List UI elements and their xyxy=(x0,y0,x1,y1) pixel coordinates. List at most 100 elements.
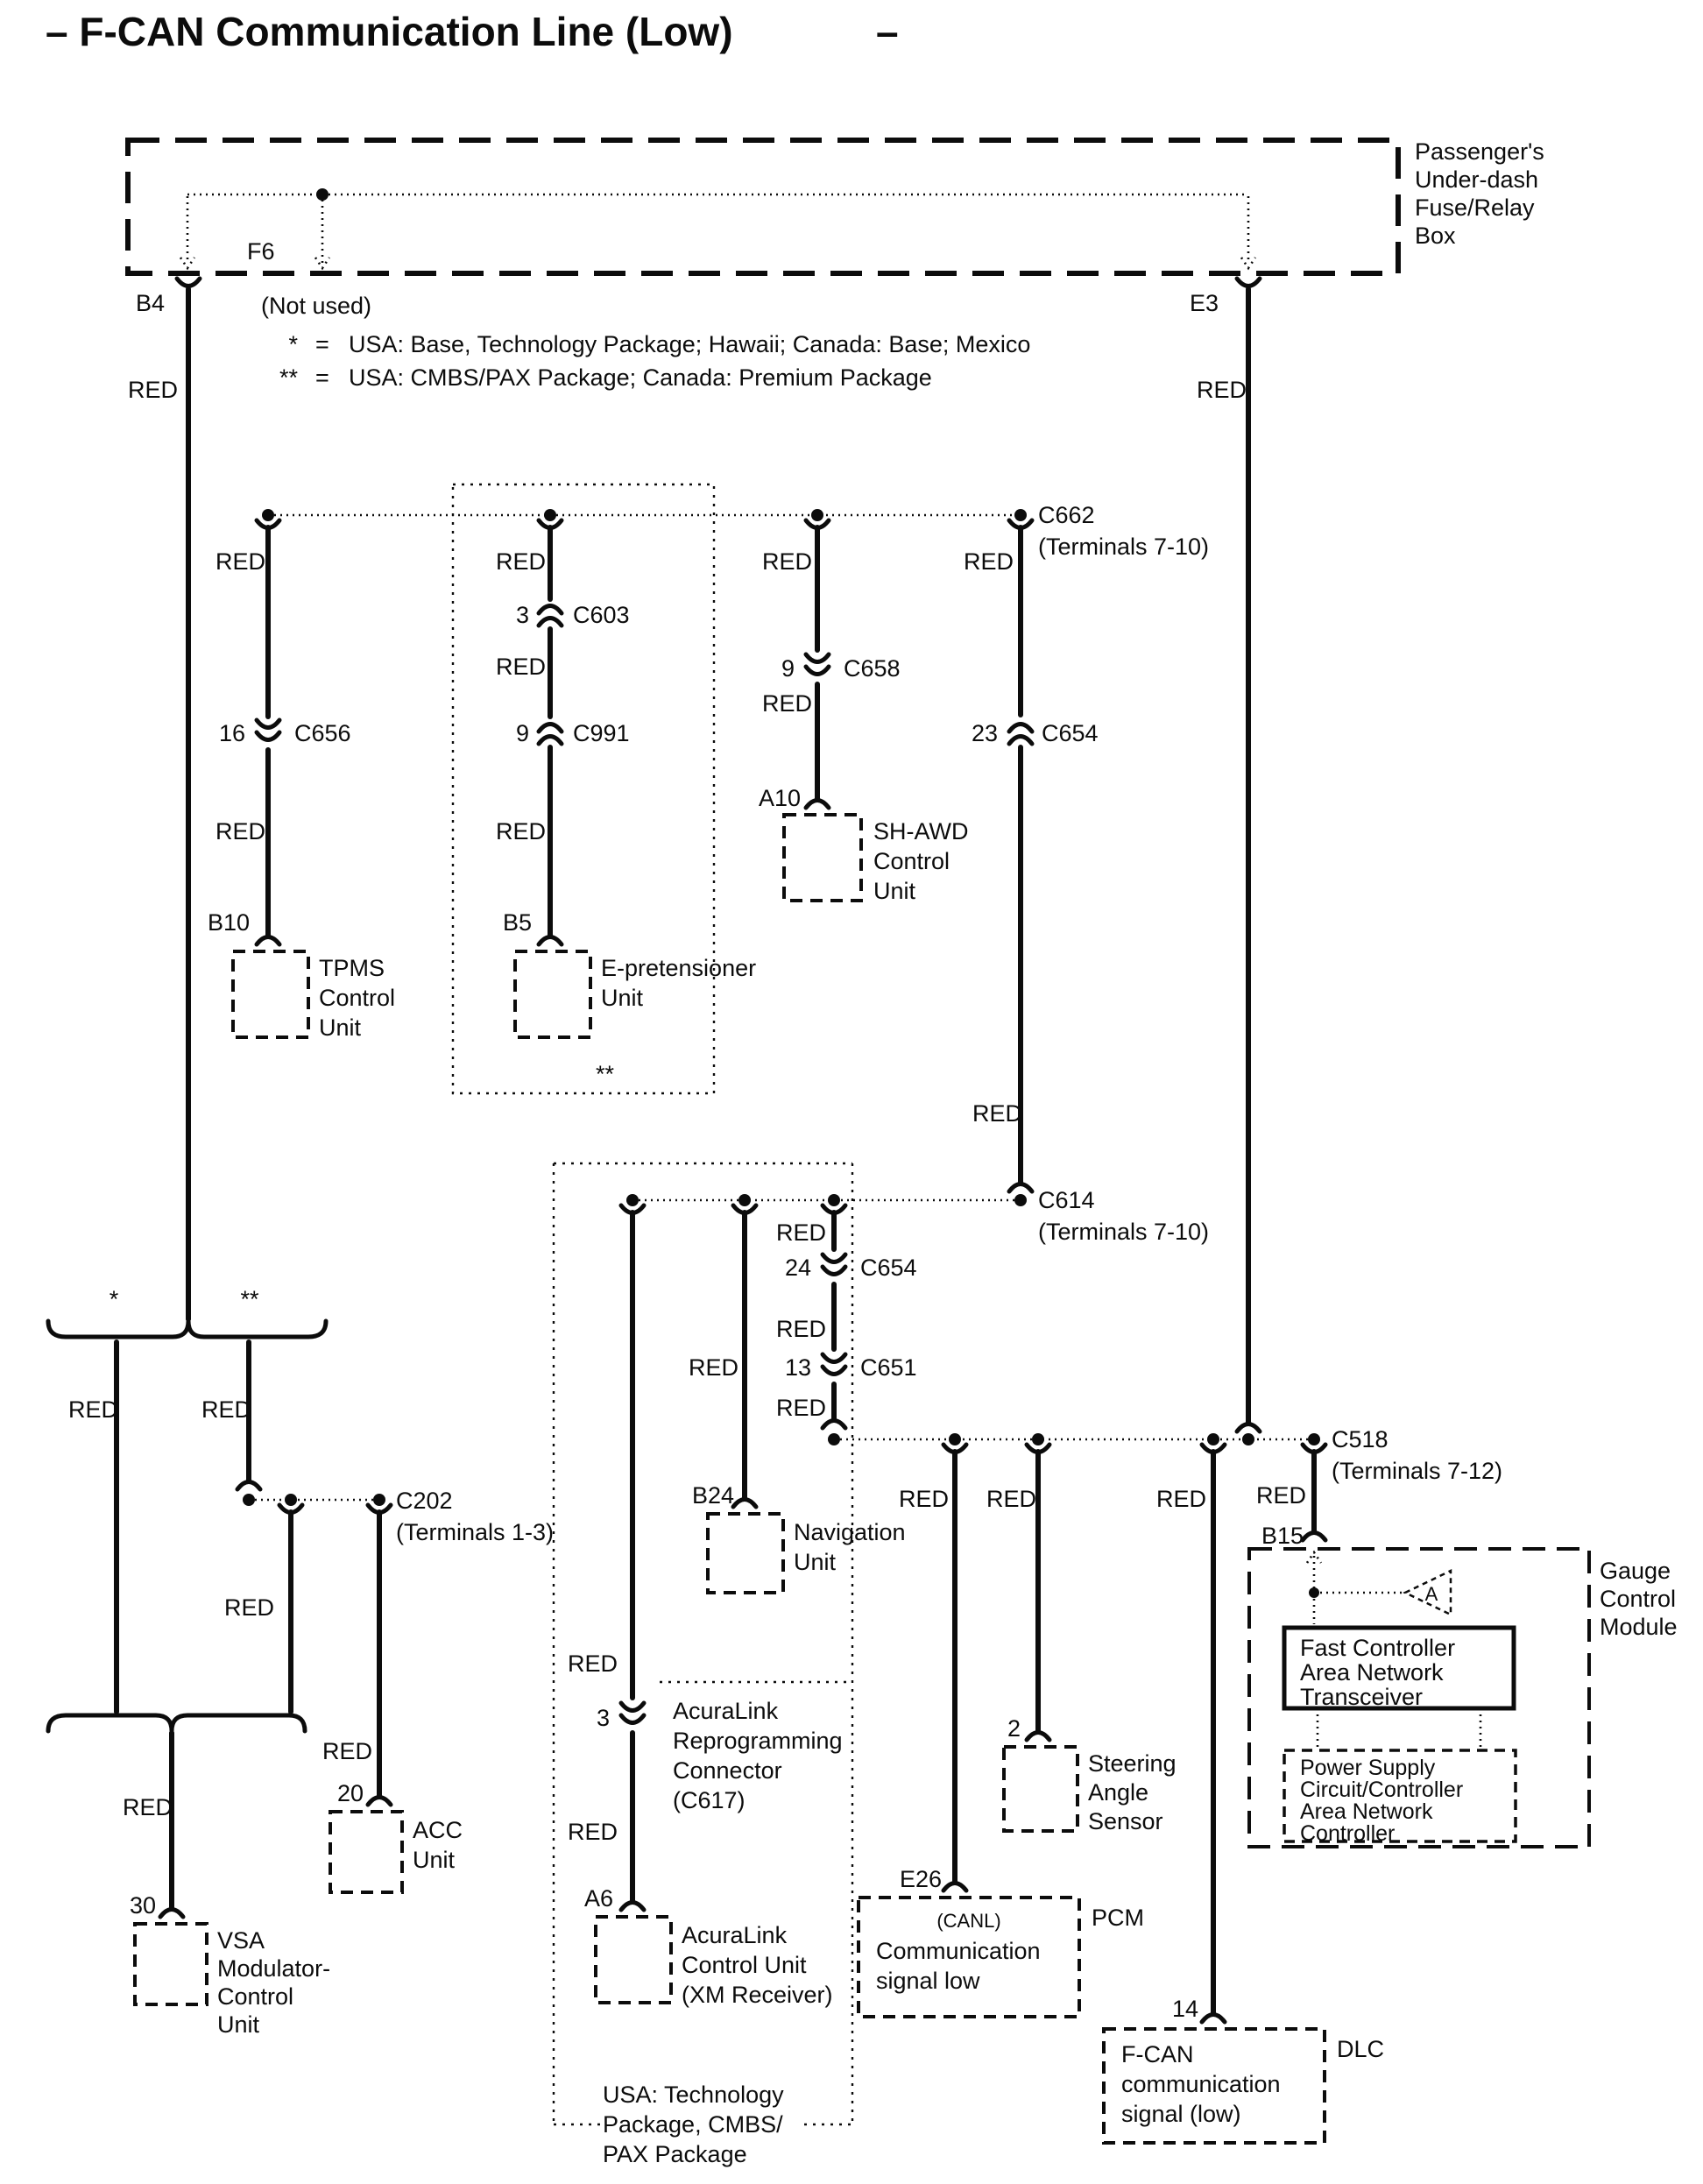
connector-cup-icon xyxy=(1237,279,1260,286)
option-notes: * = USA: Base, Technology Package; Hawai… xyxy=(279,331,1030,391)
pin-number: B24 xyxy=(692,1482,734,1509)
page-title-dash: – xyxy=(876,9,899,54)
wire-color: RED xyxy=(496,548,546,575)
wire-color: RED xyxy=(322,1738,372,1764)
brace-bottom xyxy=(46,1713,307,1734)
branch-pcm: RED E26 (CANL) Communication signal low … xyxy=(857,1449,1144,2018)
connector-cup-icon xyxy=(621,1903,644,1911)
caption-line: Passenger's xyxy=(1415,138,1544,165)
branch-steering-angle-sensor: RED 2 Steering Angle Sensor xyxy=(986,1449,1177,1834)
junction-dot xyxy=(626,1194,639,1206)
unit-label-line: Steering xyxy=(1088,1750,1177,1777)
transceiver-label-line: Area Network xyxy=(1300,1659,1444,1686)
star-mark: * xyxy=(288,331,298,357)
inline-connector-icon xyxy=(539,724,562,745)
connector-name: C654 xyxy=(860,1255,917,1281)
pin-number: 14 xyxy=(1172,1996,1198,2022)
fuse-relay-box: F6 B4 (Not used) E3 Passenger's Under-da… xyxy=(125,138,1544,319)
connector-cup-icon xyxy=(943,1884,966,1891)
branch-shawd: RED 9 C658 RED A10 SH-AWD Control Unit xyxy=(759,525,969,904)
terminal-f6-label: F6 xyxy=(247,238,275,265)
junction-dot xyxy=(544,509,556,521)
wire-color: RED xyxy=(68,1396,118,1423)
signal-label-line: communication xyxy=(1121,2071,1281,2097)
unit-label-line: SH-AWD xyxy=(873,818,969,845)
pin-number: 16 xyxy=(219,720,245,746)
branch-c654-c651-chain: RED 24 C654 RED 13 C651 RED xyxy=(776,1210,917,1429)
amplifier-icon xyxy=(1403,1569,1452,1616)
connector-cup-icon xyxy=(160,1910,183,1918)
bus-name: C614 xyxy=(1038,1187,1095,1213)
junction-dot xyxy=(811,509,823,521)
connector-cup-icon xyxy=(1202,2015,1225,2023)
branch-vsa: RED 30 VSA Modulator- Control Unit xyxy=(123,1730,330,2038)
connector-cup-icon xyxy=(1009,1184,1032,1192)
bus-c518: C518 (Terminals 7-12) xyxy=(828,1426,1502,1484)
wire-color: RED xyxy=(1197,377,1247,403)
acc-unit-box xyxy=(329,1810,404,1894)
double-star-mark: ** xyxy=(279,364,299,391)
connector-name: C656 xyxy=(294,720,351,746)
controller-label-line: Circuit/Controller xyxy=(1300,1778,1463,1802)
unit-label-line: Angle xyxy=(1088,1779,1148,1806)
controller-label-line: Area Network xyxy=(1300,1799,1433,1824)
wire-b4: RED xyxy=(128,279,200,1322)
branch-tpms: RED 16 C656 RED B10 TPMS Control Unit xyxy=(208,525,395,1041)
acuralink-unit-box xyxy=(594,1915,673,2004)
transceiver-label-line: Transceiver xyxy=(1300,1684,1423,1710)
wire-color: RED xyxy=(224,1594,274,1621)
shawd-unit-box xyxy=(782,813,863,902)
navigation-unit-box xyxy=(706,1512,785,1594)
wire-color: RED xyxy=(201,1396,251,1423)
amplifier-label: A xyxy=(1425,1583,1438,1605)
unit-label-line: Control xyxy=(217,1983,293,2010)
pin-number: 24 xyxy=(785,1255,811,1281)
signal-label-line: Communication xyxy=(876,1938,1041,1964)
pin-number: 2 xyxy=(1007,1715,1021,1742)
gauge-module-outline xyxy=(1247,1547,1591,1848)
inline-connector-icon xyxy=(621,1703,644,1723)
bus-c662: C662 (Terminals 7-10) xyxy=(257,502,1209,560)
brace-top xyxy=(46,1318,329,1339)
junction-dot xyxy=(373,1494,385,1506)
module-label-line: Gauge xyxy=(1600,1558,1671,1584)
connector-cup-icon xyxy=(823,1421,845,1429)
inline-connector-icon xyxy=(806,654,829,675)
wire-color: RED xyxy=(568,1650,618,1677)
wire-color: RED xyxy=(496,654,546,680)
unit-label-line: Unit xyxy=(794,1549,837,1575)
signal-label-line: F-CAN xyxy=(1121,2041,1194,2067)
footnote-technology-package: USA: Technology Package, CMBS/ PAX Packa… xyxy=(603,2082,784,2167)
connector-cup-icon xyxy=(539,937,562,945)
fuse-relay-box-outline xyxy=(125,138,1401,276)
inline-connector-icon xyxy=(823,1354,845,1375)
double-star-mark: ** xyxy=(240,1286,259,1312)
star-mark: * xyxy=(110,1286,119,1312)
page-title: – F-CAN Communication Line (Low) xyxy=(46,9,733,54)
connector-cup-icon xyxy=(177,279,200,286)
junction-dot xyxy=(262,509,274,521)
unit-label-line: Unit xyxy=(873,878,916,904)
unit-label-line: Control xyxy=(873,848,950,874)
bus-name: C662 xyxy=(1038,502,1095,528)
pin-number: 23 xyxy=(972,720,998,746)
connector-cup-icon xyxy=(1303,1533,1325,1541)
junction-dot xyxy=(243,1494,255,1506)
star-note-text: USA: Base, Technology Package; Hawaii; C… xyxy=(349,331,1030,357)
unit-label-line: TPMS xyxy=(319,955,385,981)
wire-color: RED xyxy=(496,818,546,845)
junction-dot xyxy=(316,188,329,201)
inline-connector-icon xyxy=(539,606,562,626)
bus-terminals: (Terminals 7-10) xyxy=(1038,534,1209,560)
f6-not-used-note: (Not used) xyxy=(261,293,371,319)
tpms-unit-box xyxy=(231,950,310,1039)
wire-color: RED xyxy=(1156,1486,1206,1512)
junction-dot xyxy=(828,1194,840,1206)
inline-connector-icon xyxy=(257,720,279,740)
caption-line: Box xyxy=(1415,223,1456,249)
pin-number: E26 xyxy=(900,1866,942,1892)
connector-label-line: Reprogramming xyxy=(673,1728,843,1754)
dlc-box xyxy=(1102,2027,1326,2145)
